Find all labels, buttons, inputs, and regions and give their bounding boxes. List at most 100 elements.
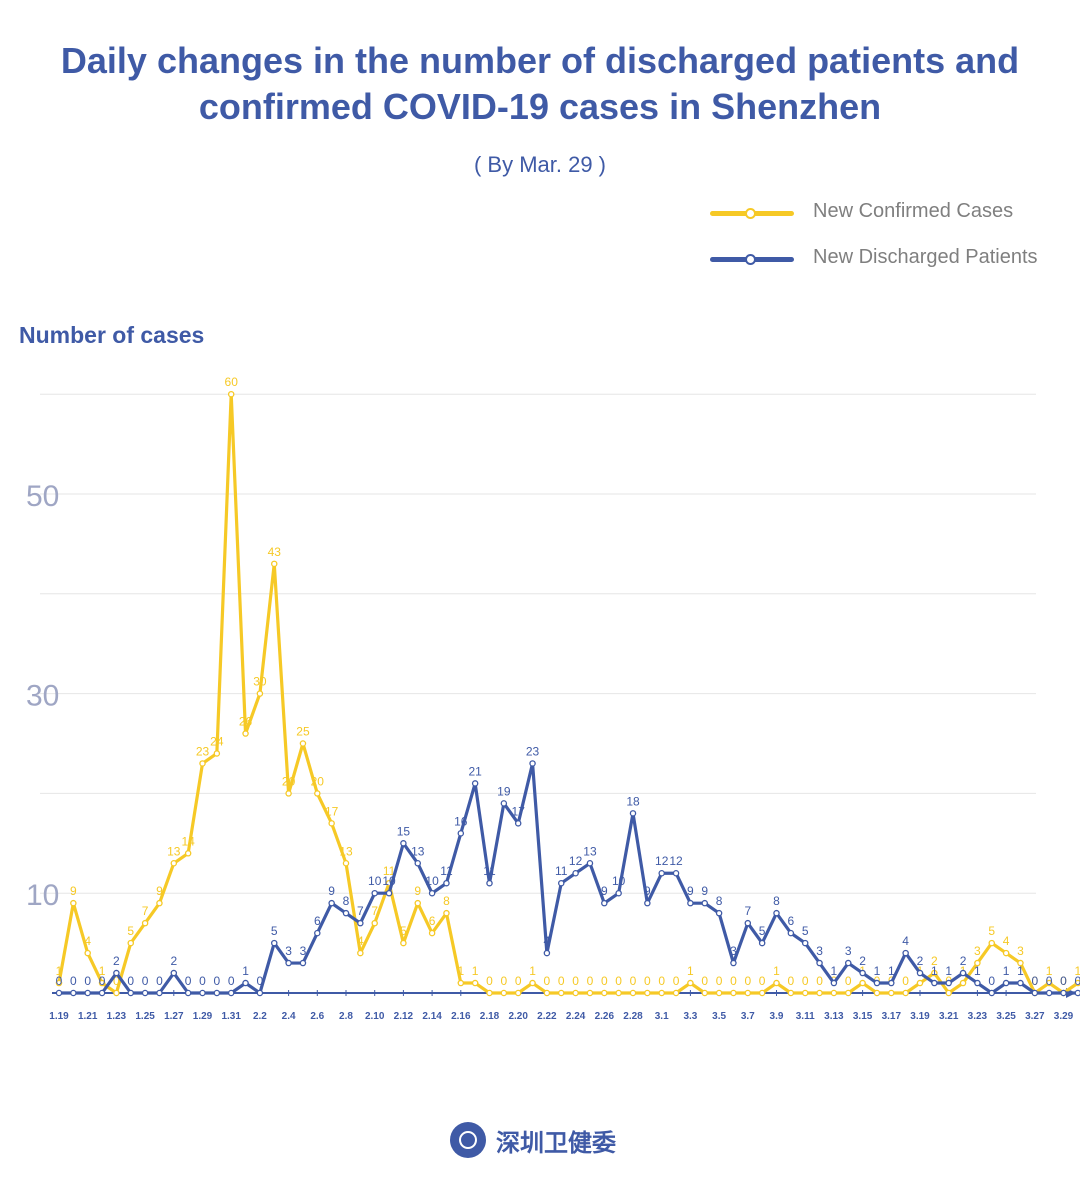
point-discharged: [500, 800, 508, 807]
data-label-discharged: 8: [773, 894, 780, 908]
point-confirmed: [615, 989, 622, 997]
point-discharged: [242, 979, 249, 987]
point-confirmed: [342, 860, 350, 867]
point-confirmed: [170, 860, 178, 867]
data-label-discharged: 5: [802, 924, 809, 938]
data-label-confirmed: 0: [1060, 974, 1067, 988]
point-confirmed: [1045, 979, 1053, 987]
x-tick-label: 3.3: [683, 1011, 697, 1022]
point-confirmed: [629, 989, 637, 997]
point-discharged: [758, 939, 766, 947]
point-discharged: [141, 989, 149, 997]
data-label-discharged: 0: [84, 974, 91, 988]
point-discharged: [285, 959, 292, 967]
footer-org-name: 深圳卫健委: [496, 1128, 616, 1157]
data-label-confirmed: 0: [802, 974, 809, 988]
data-label-discharged: 0: [156, 974, 163, 988]
point-discharged: [572, 869, 579, 877]
data-label-discharged: 1: [931, 964, 938, 978]
title-line-1: Daily changes in the number of discharge…: [60, 40, 1020, 81]
data-label-discharged: 1: [945, 964, 952, 978]
legend-marker-discharged: [745, 254, 756, 265]
x-tick-label: 2.12: [394, 1011, 414, 1022]
point-discharged: [845, 959, 852, 967]
point-discharged: [400, 840, 407, 847]
point-discharged: [70, 989, 77, 997]
data-label-confirmed: 0: [113, 974, 120, 988]
point-confirmed: [529, 979, 536, 987]
x-tick-label: 2.26: [595, 1011, 615, 1022]
data-label-discharged: 7: [357, 904, 364, 918]
data-label-confirmed: 1: [687, 964, 694, 978]
y-tick-label: 30: [26, 680, 59, 713]
legend-item-confirmed: New Confirmed Cases: [705, 196, 1065, 242]
x-tick-label: 1.23: [107, 1011, 127, 1022]
data-label-discharged: 0: [199, 974, 206, 988]
legend-marker-confirmed: [745, 208, 756, 219]
data-label-confirmed: 4: [84, 934, 91, 948]
point-confirmed: [113, 989, 120, 997]
point-confirmed: [242, 730, 249, 737]
data-label-discharged: 18: [626, 794, 640, 808]
x-tick-label: 1.31: [221, 1011, 241, 1022]
point-discharged: [816, 959, 823, 967]
data-label-discharged: 15: [397, 824, 411, 838]
point-discharged: [1031, 989, 1039, 997]
point-discharged: [184, 989, 192, 997]
data-label-confirmed: 23: [196, 744, 210, 758]
series-line-confirmed: [57, 392, 1080, 995]
data-label-confirmed: 0: [558, 974, 565, 988]
data-label-discharged: 0: [1031, 974, 1038, 988]
data-label-discharged: 1: [831, 964, 838, 978]
data-label-confirmed: 0: [630, 974, 637, 988]
point-confirmed: [156, 899, 163, 907]
data-label-confirmed: 4: [1003, 934, 1010, 948]
data-label-discharged: 10: [612, 874, 626, 888]
point-confirmed: [644, 989, 651, 997]
data-label-confirmed: 0: [744, 974, 751, 988]
point-confirmed: [672, 989, 680, 997]
data-label-discharged: 1: [874, 964, 881, 978]
point-confirmed: [715, 989, 723, 997]
point-confirmed: [184, 850, 192, 857]
x-tick-label: 2.8: [339, 1011, 353, 1022]
data-label-discharged: 3: [730, 944, 737, 958]
point-confirmed: [586, 989, 594, 997]
data-label-discharged: 0: [127, 974, 134, 988]
point-confirmed: [1002, 949, 1010, 957]
point-confirmed: [256, 690, 264, 697]
data-label-discharged: 2: [960, 954, 967, 968]
point-confirmed: [1017, 959, 1024, 967]
data-label-confirmed: 0: [902, 974, 909, 988]
point-discharged: [213, 989, 221, 997]
x-tick-label: 3.15: [853, 1011, 873, 1022]
data-label-discharged: 0: [99, 974, 106, 988]
chart-title: Daily changes in the number of discharge…: [0, 38, 1080, 130]
point-discharged: [299, 959, 307, 967]
point-confirmed: [227, 390, 235, 398]
point-confirmed: [98, 979, 106, 987]
data-label-confirmed: 7: [371, 904, 378, 918]
data-label-discharged: 9: [601, 884, 608, 898]
point-discharged: [457, 830, 465, 837]
point-discharged: [256, 989, 264, 997]
data-label-discharged: 6: [314, 914, 321, 928]
point-discharged: [543, 949, 551, 957]
x-tick-label: 3.19: [910, 1011, 930, 1022]
data-label-discharged: 10: [368, 874, 382, 888]
data-label-confirmed: 0: [701, 974, 708, 988]
point-discharged: [859, 969, 866, 977]
x-tick-label: 2.20: [508, 1011, 528, 1022]
point-discharged: [270, 939, 278, 947]
point-confirmed: [457, 979, 465, 987]
data-label-confirmed: 1: [773, 964, 780, 978]
x-tick-label: 3.27: [1025, 1011, 1045, 1022]
data-label-confirmed: 5: [127, 924, 134, 938]
point-discharged: [974, 979, 981, 987]
data-label-confirmed: 0: [845, 974, 852, 988]
data-label-confirmed: 24: [210, 734, 224, 748]
point-confirmed: [141, 919, 149, 927]
point-confirmed: [357, 949, 364, 957]
point-discharged: [227, 989, 235, 997]
